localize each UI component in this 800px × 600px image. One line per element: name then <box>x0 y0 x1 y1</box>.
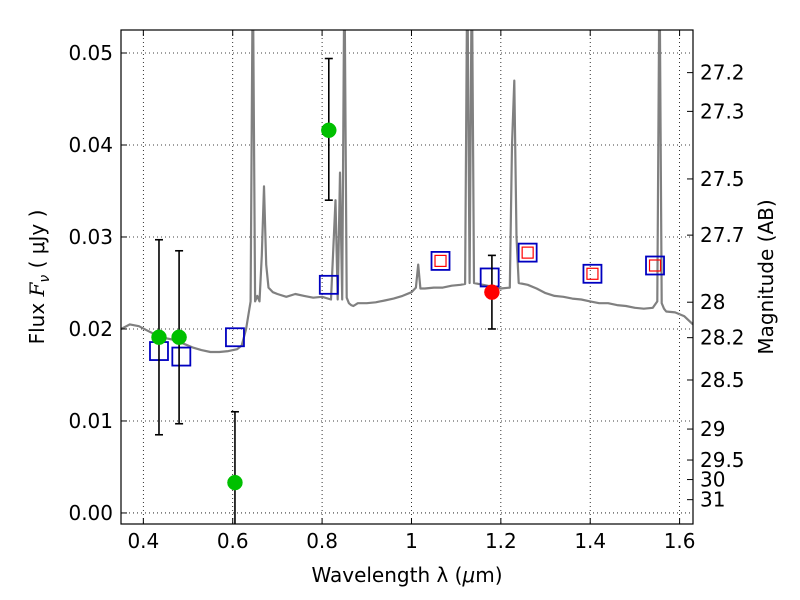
spectrum-line <box>121 30 693 354</box>
data-point <box>484 284 500 300</box>
y-tick-label: 0.00 <box>68 501 113 525</box>
y-axis-label: Flux Fν ( μJy ) <box>25 210 53 345</box>
x-tick-label: 1.2 <box>485 529 517 553</box>
y2-tick-label: 28.2 <box>700 326 745 350</box>
x-tick-label: 1.4 <box>574 529 606 553</box>
grid <box>121 30 693 524</box>
x-tick-label: 1 <box>405 529 418 553</box>
data-point <box>227 474 243 491</box>
data-point <box>321 122 337 139</box>
y2-tick-label: 27.2 <box>700 61 745 85</box>
model-square <box>318 274 339 295</box>
model-small-square <box>586 267 599 280</box>
plot-content <box>121 30 693 524</box>
model-square <box>171 346 192 367</box>
y-tick-label: 0.01 <box>68 409 113 433</box>
y2-tick-label: 28.5 <box>700 368 745 392</box>
data-point <box>151 329 167 346</box>
y-tick-label: 0.04 <box>68 133 113 157</box>
model-square <box>582 263 603 284</box>
data-point <box>171 329 187 346</box>
model-square <box>430 251 451 271</box>
model-small-square <box>434 254 447 268</box>
x-tick-label: 0.4 <box>127 529 159 553</box>
y-tick-label: 0.02 <box>68 317 113 341</box>
y-tick-label: 0.03 <box>68 225 113 249</box>
model-square <box>645 255 665 276</box>
plot-area <box>121 30 693 524</box>
y2-tick-label: 27.7 <box>700 223 745 247</box>
x-axis-label: Wavelength λ (μm) <box>311 563 502 587</box>
model-small-square <box>648 259 662 272</box>
x-tick-label: 0.8 <box>306 529 338 553</box>
axes: 0.4 0.6 0.8 1 1.2 1.4 1.6 0.00 0.01 0.02 0.03 0.04 0… <box>68 30 745 553</box>
y2-tick-label: 31 <box>700 488 725 512</box>
x-tick-label: 0.6 <box>217 529 249 553</box>
y2-tick-label: 29.5 <box>700 448 745 472</box>
model-square <box>517 242 538 263</box>
plot-frame <box>120 29 694 525</box>
y2-tick-label: 27.5 <box>700 167 745 191</box>
y-tick-label: 0.05 <box>68 41 113 65</box>
model-small-square <box>521 246 534 259</box>
y2-tick-label: 28 <box>700 290 725 314</box>
y2-tick-label: 29 <box>700 417 725 441</box>
y2-tick-label: 30 <box>700 468 725 492</box>
y2-tick-label: 27.3 <box>700 99 745 123</box>
x-tick-label: 1.6 <box>664 529 696 553</box>
y2-axis-label: Magnitude (AB) <box>754 199 778 354</box>
model-square <box>225 327 245 348</box>
